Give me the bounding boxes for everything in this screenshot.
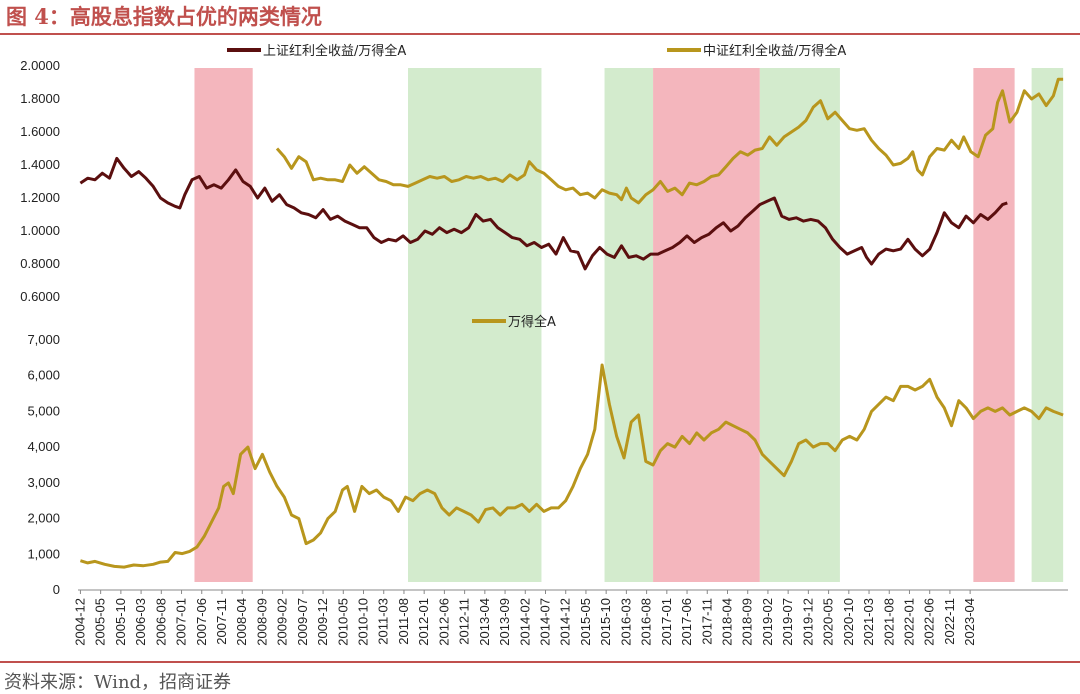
x-tick-label: 2022-06 <box>922 598 937 646</box>
page-title: 图 4：高股息指数占优的两类情况 <box>6 4 322 29</box>
x-tick-label: 2005-10 <box>113 598 128 646</box>
x-tick-label: 2010-05 <box>335 598 350 646</box>
x-tick-label: 2013-09 <box>497 598 512 646</box>
legend: 上证红利全收益/万得全A 中证红利全收益/万得全A 万得全A <box>227 43 846 330</box>
x-tick-label: 2012-06 <box>436 598 451 646</box>
ratio-y-tick: 1.4000 <box>20 157 60 172</box>
x-tick-label: 2009-07 <box>295 598 310 646</box>
ratio-y-tick: 1.0000 <box>20 223 60 238</box>
x-tick-label: 2009-12 <box>315 598 330 646</box>
index-y-tick: 2,000 <box>27 511 60 526</box>
x-tick-label: 2022-11 <box>942 598 957 645</box>
x-tick-label: 2017-11 <box>699 598 714 645</box>
x-tick-label: 2007-11 <box>214 598 229 645</box>
x-tick-label: 2005-05 <box>93 598 108 646</box>
x-tick-label: 2010-10 <box>356 598 371 646</box>
series-line-shangzheng <box>79 156 1008 271</box>
x-tick-label: 2023-04 <box>962 598 977 646</box>
ratio-y-tick: 1.8000 <box>20 91 60 106</box>
highlight-bands <box>194 68 1064 582</box>
x-tick-label: 2020-10 <box>841 598 856 646</box>
band-green-1 <box>408 68 542 582</box>
x-tick-label: 2009-02 <box>275 598 290 646</box>
index-y-tick: 1,000 <box>27 546 60 561</box>
x-tick-label: 2017-06 <box>679 598 694 646</box>
x-tick-label: 2007-01 <box>174 598 189 646</box>
x-tick-label: 2008-04 <box>234 598 249 646</box>
x-tick-label: 2013-04 <box>477 598 492 646</box>
band-green-6 <box>1031 68 1064 582</box>
x-tick-label: 2011-08 <box>396 598 411 645</box>
x-tick-label: 2016-03 <box>618 598 633 646</box>
x-tick-label: 2012-11 <box>457 598 472 645</box>
x-tick-label: 2015-10 <box>598 598 613 646</box>
x-tick-label: 2016-08 <box>639 598 654 646</box>
x-tick-label: 2021-08 <box>881 598 896 646</box>
axes: 0.6000 0.8000 1.0000 1.2000 1.4000 1.6000 1.80… <box>20 58 1068 646</box>
index-y-tick: 4,000 <box>27 439 60 454</box>
ratio-y-tick: 0.8000 <box>20 256 60 271</box>
band-red-5 <box>973 68 1015 582</box>
x-tick-label: 2011-03 <box>376 598 391 645</box>
title-divider <box>0 33 1080 35</box>
index-y-tick: 5,000 <box>27 403 60 418</box>
ratio-y-tick: 2.0000 <box>20 58 60 73</box>
x-tick-label: 2014-12 <box>558 598 573 646</box>
x-tick-label: 2019-07 <box>780 598 795 646</box>
x-tick-label: 2019-12 <box>800 598 815 646</box>
x-tick-label: 2015-05 <box>578 598 593 646</box>
index-y-tick: 7,000 <box>27 332 60 347</box>
series-lines <box>79 77 1064 569</box>
x-tick-label: 2014-07 <box>538 598 553 646</box>
x-tick-label: 2014-02 <box>517 598 532 646</box>
x-tick-label: 2007-06 <box>194 598 209 646</box>
x-tick-label: 2017-01 <box>659 598 674 646</box>
series-line-zhongzheng <box>275 77 1064 205</box>
ratio-y-tick: 1.6000 <box>20 124 60 139</box>
index-y-tick: 6,000 <box>27 368 60 383</box>
x-tick-label: 2004-12 <box>72 598 87 646</box>
x-tick-label: 2008-09 <box>254 598 269 646</box>
x-tick-label: 2018-09 <box>740 598 755 646</box>
index-y-tick: 3,000 <box>27 475 60 490</box>
x-tick-label: 2006-08 <box>153 598 168 646</box>
x-tick-label: 2006-03 <box>133 598 148 646</box>
x-tick-label: 2019-02 <box>760 598 775 646</box>
x-tick-label: 2021-03 <box>861 598 876 646</box>
band-red-3 <box>653 68 760 582</box>
footer-divider <box>0 661 1080 663</box>
ratio-y-tick: 1.2000 <box>20 190 60 205</box>
x-tick-label: 2020-05 <box>821 598 836 646</box>
legend-zhongzheng-label: 中证红利全收益/万得全A <box>703 43 846 59</box>
legend-shangzheng-label: 上证红利全收益/万得全A <box>263 43 406 59</box>
x-tick-label: 2018-04 <box>719 598 734 646</box>
band-red-0 <box>194 68 253 582</box>
band-green-2 <box>604 68 654 582</box>
x-tick-label: 2012-01 <box>416 598 431 646</box>
band-green-4 <box>759 68 840 582</box>
legend-wind-a-label: 万得全A <box>508 314 556 330</box>
source-note: 资料来源：Wind，招商证券 <box>4 672 232 693</box>
index-y-tick: 0 <box>53 582 60 597</box>
x-tick-label: 2022-01 <box>901 598 916 646</box>
ratio-y-tick: 0.6000 <box>20 289 60 304</box>
series-line-wind-a <box>79 363 1064 569</box>
